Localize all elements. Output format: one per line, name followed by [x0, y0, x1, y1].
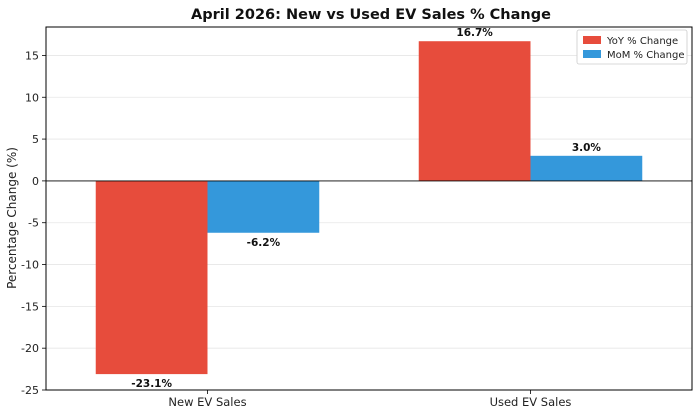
data-label: -6.2% — [247, 237, 281, 249]
legend-label: YoY % Change — [606, 36, 678, 47]
y-tick-label: -10 — [21, 259, 39, 272]
y-tick-label: 5 — [32, 133, 39, 146]
y-tick-label: -25 — [21, 384, 39, 397]
bars — [95, 41, 643, 375]
bar-yoy — [418, 41, 531, 181]
legend-box — [576, 29, 688, 65]
y-axis: -25 -20 -15 -10 -5 0 5 10 15 — [21, 49, 46, 397]
legend-label: MoM % Change — [607, 50, 685, 61]
data-label: 3.0% — [572, 142, 602, 154]
plot-frame — [45, 26, 693, 391]
bar-yoy — [95, 180, 208, 375]
chart-title: April 2026: New vs Used EV Sales % Chang… — [191, 7, 551, 23]
y-tick-label: 15 — [25, 49, 39, 62]
legend-swatch — [583, 50, 601, 58]
x-tick-label: Used EV Sales — [490, 395, 572, 409]
bar-mom — [530, 155, 643, 181]
data-labels: -23.1% -6.2% 16.7% 3.0% — [131, 27, 601, 390]
y-tick-label: -5 — [28, 217, 39, 230]
y-tick-label: -20 — [21, 342, 39, 355]
y-tick-label: -15 — [21, 300, 39, 313]
y-tick-label: 0 — [32, 175, 39, 188]
y-axis-title: Percentage Change (%) — [5, 147, 19, 289]
y-tick-label: 10 — [25, 91, 39, 104]
data-label: 16.7% — [456, 27, 493, 39]
x-tick-label: New EV Sales — [168, 395, 246, 409]
legend: YoY % Change MoM % Change — [576, 29, 688, 65]
x-axis: New EV Sales Used EV Sales — [168, 390, 571, 409]
legend-swatch — [583, 36, 601, 44]
data-label: -23.1% — [131, 378, 172, 390]
bar-mom — [207, 180, 320, 233]
